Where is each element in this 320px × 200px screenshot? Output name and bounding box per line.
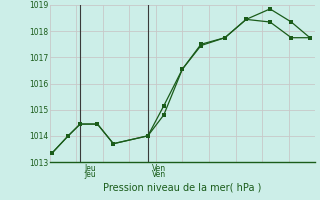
Text: Pression niveau de la mer( hPa ): Pression niveau de la mer( hPa ) (103, 182, 261, 192)
Text: Jeu: Jeu (84, 170, 96, 179)
Text: Ven: Ven (152, 164, 166, 173)
Text: Ven: Ven (152, 170, 166, 179)
Text: Jeu: Jeu (84, 164, 96, 173)
